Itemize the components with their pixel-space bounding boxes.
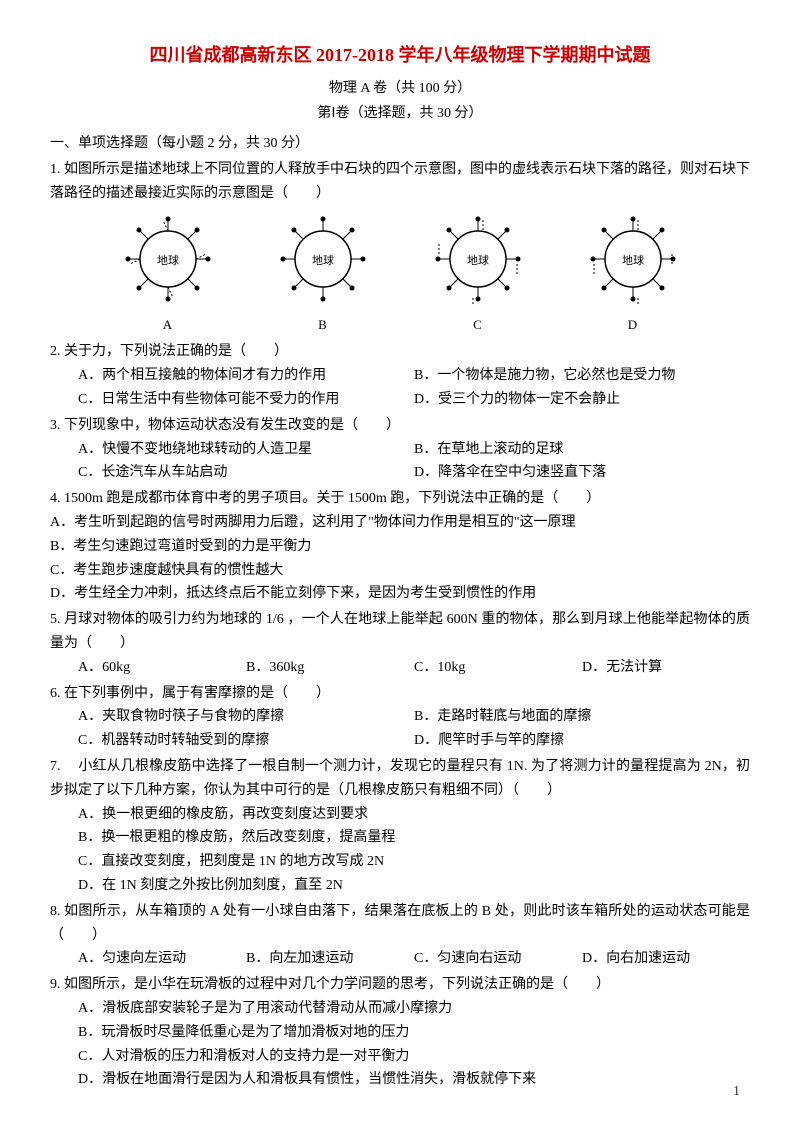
q9-stem: 9. 如图所示，是小华在玩滑板的过程中对几个力学问题的思考，下列说法正确的是（ …	[50, 973, 750, 997]
question-1: 1. 如图所示是描述地球上不同位置的人释放手中石块的四个示意图，图中的虚线表示石…	[50, 158, 750, 336]
question-5: 5. 月球对物体的吸引力约为地球的 1/6 ，一个人在地球上能举起 600N 重…	[50, 608, 750, 679]
q5-opt-a: A．60kg	[78, 656, 246, 680]
q3-opt-c: C．长途汽车从车站启动	[78, 461, 414, 485]
q7-opt-a: A．换一根更细的橡皮筋，再改变刻度达到要求	[78, 803, 750, 827]
q3-opt-b: B．在草地上滚动的足球	[414, 438, 750, 462]
q7-opt-c: C．直接改变刻度，把刻度是 1N 的地方改写成 2N	[78, 850, 750, 874]
q1-label-b: B	[258, 314, 388, 336]
q2-opt-d: D．受三个力的物体一定不会静止	[414, 388, 750, 412]
q4-opt-c: C．考生跑步速度越快具有的惯性越大	[50, 559, 750, 583]
svg-text:地球: 地球	[157, 253, 179, 267]
q2-opt-c: C．日常生活中有些物体可能不受力的作用	[78, 388, 414, 412]
part-header: 第Ⅰ卷（选择题，共 30 分）	[50, 102, 750, 126]
q6-opt-a: A．夹取食物时筷子与食物的摩擦	[78, 705, 414, 729]
q8-stem: 8. 如图所示，从车箱顶的 A 处有一小球自由落下，结果落在底板上的 B 处，则…	[50, 900, 750, 948]
question-8: 8. 如图所示，从车箱顶的 A 处有一小球自由落下，结果落在底板上的 B 处，则…	[50, 900, 750, 971]
q8-opt-d: D．向右加速运动	[582, 947, 750, 971]
question-2: 2. 关于力，下列说法正确的是（ ） A．两个相互接触的物体间才有力的作用 B．…	[50, 340, 750, 411]
q3-opt-d: D．降落伞在空中匀速竖直下落	[414, 461, 750, 485]
q8-opt-a: A．匀速向左运动	[78, 947, 246, 971]
q7-opt-d: D．在 1N 刻度之外按比例加刻度，直至 2N	[78, 874, 750, 898]
q1-stem: 1. 如图所示是描述地球上不同位置的人释放手中石块的四个示意图，图中的虚线表示石…	[50, 158, 750, 206]
q7-opt-b: B．换一根更粗的橡皮筋，然后改变刻度，提高量程	[78, 826, 750, 850]
q2-opt-b: B．一个物体是施力物，它必然也是受力物	[414, 364, 750, 388]
section-label: 一、单项选择题（每小题 2 分，共 30 分）	[50, 132, 750, 156]
q2-stem: 2. 关于力，下列说法正确的是（ ）	[50, 340, 750, 364]
q1-diagram-b: 地球 B	[258, 214, 388, 337]
question-7: 7. 小红从几根橡皮筋中选择了一根自制一个测力计，发现它的量程只有 1N. 为了…	[50, 755, 750, 898]
q8-opt-c: C．匀速向右运动	[414, 947, 582, 971]
svg-text:地球: 地球	[312, 253, 334, 267]
q3-opt-a: A．快慢不变地绕地球转动的人造卫星	[78, 438, 414, 462]
q9-opt-b: B．玩滑板时尽量降低重心是为了增加滑板对地的压力	[78, 1021, 750, 1045]
question-9: 9. 如图所示，是小华在玩滑板的过程中对几个力学问题的思考，下列说法正确的是（ …	[50, 973, 750, 1092]
q1-label-a: A	[103, 314, 233, 336]
q1-diagram-c: 地球 C	[413, 214, 543, 337]
q1-diagram-a: 地球 A	[103, 214, 233, 337]
paper-subtitle: 物理 A 卷（共 100 分）	[50, 77, 750, 101]
q6-stem: 6. 在下列事例中，属于有害摩擦的是（ ）	[50, 682, 750, 706]
q7-stem: 7. 小红从几根橡皮筋中选择了一根自制一个测力计，发现它的量程只有 1N. 为了…	[50, 755, 750, 803]
question-4: 4. 1500m 跑是成都市体育中考的男子项目。关于 1500m 跑，下列说法中…	[50, 487, 750, 606]
exam-title: 四川省成都高新东区 2017-2018 学年八年级物理下学期期中试题	[50, 40, 750, 71]
svg-text:地球: 地球	[622, 253, 644, 267]
q8-opt-b: B．向左加速运动	[246, 947, 414, 971]
q5-opt-c: C．10kg	[414, 656, 582, 680]
q9-opt-c: C．人对滑板的压力和滑板对人的支持力是一对平衡力	[78, 1045, 750, 1069]
svg-text:地球: 地球	[467, 253, 489, 267]
page-number: 1	[733, 1080, 740, 1104]
q1-label-c: C	[413, 314, 543, 336]
q6-opt-c: C．机器转动时转轴受到的摩擦	[78, 729, 414, 753]
q6-opt-b: B．走路时鞋底与地面的摩擦	[414, 705, 750, 729]
q1-label-d: D	[568, 314, 698, 336]
q5-opt-b: B．360kg	[246, 656, 414, 680]
q4-stem: 4. 1500m 跑是成都市体育中考的男子项目。关于 1500m 跑，下列说法中…	[50, 487, 750, 511]
q9-opt-a: A．滑板底部安装轮子是为了用滚动代替滑动从而减小摩擦力	[78, 997, 750, 1021]
q1-diagram-d: 地球 D	[568, 214, 698, 337]
q6-opt-d: D．爬竿时手与竿的摩擦	[414, 729, 750, 753]
question-6: 6. 在下列事例中，属于有害摩擦的是（ ） A．夹取食物时筷子与食物的摩擦 B．…	[50, 682, 750, 753]
q4-opt-d: D．考生经全力冲刺，抵达终点后不能立刻停下来，是因为考生受到惯性的作用	[50, 582, 750, 606]
q5-stem: 5. 月球对物体的吸引力约为地球的 1/6 ，一个人在地球上能举起 600N 重…	[50, 608, 750, 656]
q1-diagrams: 地球 A	[50, 214, 750, 337]
q4-opt-b: B．考生匀速跑过弯道时受到的力是平衡力	[50, 535, 750, 559]
q5-opt-d: D．无法计算	[582, 656, 750, 680]
q2-opt-a: A．两个相互接触的物体间才有力的作用	[78, 364, 414, 388]
question-3: 3. 下列现象中，物体运动状态没有发生改变的是（ ） A．快慢不变地绕地球转动的…	[50, 414, 750, 485]
q4-opt-a: A．考生听到起跑的信号时两脚用力后蹬，这利用了"物体间力作用是相互的"这一原理	[50, 511, 750, 535]
q3-stem: 3. 下列现象中，物体运动状态没有发生改变的是（ ）	[50, 414, 750, 438]
q9-opt-d: D．滑板在地面滑行是因为人和滑板具有惯性，当惯性消失，滑板就停下来	[78, 1068, 750, 1092]
